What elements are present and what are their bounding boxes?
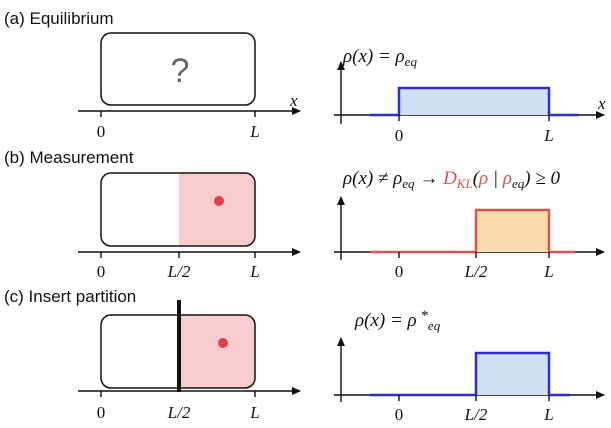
- panel-a-label: (a) Equilibrium: [4, 9, 114, 28]
- density-tick-label-b-l: L: [543, 262, 553, 281]
- tick-label-c-l: L: [249, 403, 259, 422]
- density-tick-label-c-0: 0: [395, 405, 404, 424]
- density-fill-b: [476, 210, 549, 252]
- panel-b-label: (b) Measurement: [4, 148, 134, 167]
- density-curve-c: [370, 351, 570, 397]
- density-tick-label-a-0: 0: [395, 126, 404, 145]
- density-tick-label-c-half: L/2: [464, 405, 488, 424]
- panel-c: (c) Insert partition 0 L/2 L ρ(x) = ρ *e…: [4, 287, 605, 424]
- tick-label-b-half: L/2: [167, 262, 191, 281]
- tick-label-b-l: L: [249, 262, 259, 281]
- x-axis-symbol: x: [289, 91, 298, 110]
- density-fill-c: [476, 353, 549, 395]
- tick-label-c-0: 0: [97, 403, 106, 422]
- density-curve-b: [370, 208, 575, 254]
- tick-label-b-0: 0: [97, 262, 106, 281]
- particle-b: [214, 196, 224, 206]
- density-x-symbol-a: x: [597, 94, 606, 113]
- density-fill-a: [399, 88, 549, 115]
- unknown-state-symbol: ?: [171, 52, 190, 90]
- density-tick-label-a-l: L: [543, 126, 553, 145]
- density-label-b: ρ(x) ≠ ρeq → DKL(ρ | ρeq) ≥ 0: [342, 168, 561, 191]
- density-tick-label-b-0: 0: [395, 262, 404, 281]
- tick-label-a-l: L: [249, 122, 259, 141]
- density-curve-a: [370, 86, 579, 117]
- tick-label-c-half: L/2: [167, 403, 191, 422]
- density-tick-label-c-l: L: [543, 405, 553, 424]
- box-a: [100, 32, 256, 106]
- density-label-c: ρ(x) = ρ *eq: [354, 308, 441, 333]
- panel-a: (a) Equilibrium ? x 0 L ρ(x) = ρeq x 0 L: [4, 9, 606, 145]
- density-label-a: ρ(x) = ρeq: [342, 46, 417, 69]
- box-b: [100, 172, 256, 247]
- measured-half-region: [179, 173, 255, 246]
- panel-b: (b) Measurement 0 L/2 L ρ(x) ≠ ρeq → DKL…: [4, 148, 605, 281]
- panel-c-label: (c) Insert partition: [4, 287, 136, 306]
- density-tick-label-b-half: L/2: [464, 262, 488, 281]
- tick-label-a-0: 0: [97, 122, 106, 141]
- particle-c: [218, 338, 228, 348]
- particle-half-region: [179, 315, 255, 388]
